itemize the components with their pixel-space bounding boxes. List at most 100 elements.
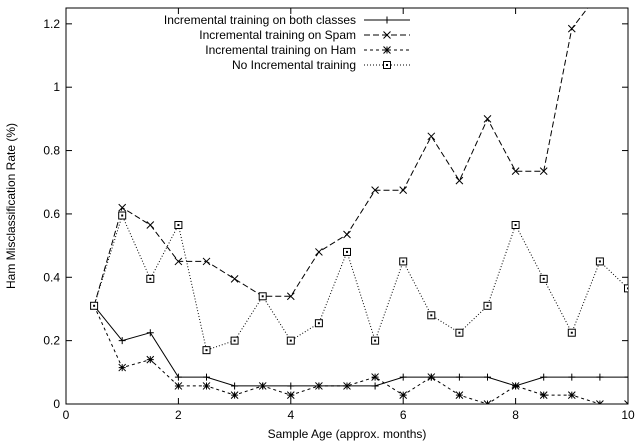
- y-tick-label: 0: [53, 397, 60, 411]
- marker-box: [624, 284, 628, 293]
- data-point: [258, 382, 267, 390]
- series-1: [90, 302, 628, 390]
- legend-label: No Incremental training: [232, 58, 356, 72]
- marker-dot: [346, 250, 348, 253]
- data-point: [596, 373, 604, 381]
- marker-dot: [598, 260, 601, 263]
- data-point: [371, 382, 379, 390]
- marker-dot: [149, 277, 152, 280]
- data-point: [483, 400, 492, 404]
- legend-label: Incremental training on both classes: [164, 13, 356, 27]
- marker-dot: [627, 287, 628, 290]
- data-point: [596, 400, 604, 404]
- marker-dot: [93, 304, 96, 307]
- data-point: [455, 373, 463, 381]
- data-point: [118, 211, 127, 220]
- data-point: [314, 319, 323, 328]
- series-layer: [90, 8, 628, 404]
- data-point: [258, 292, 267, 301]
- marker-dot: [233, 339, 236, 342]
- data-point: [511, 382, 520, 390]
- marker-dot: [177, 224, 180, 227]
- legend-marker: [383, 61, 391, 69]
- series-line: [93, 305, 628, 387]
- data-point: [427, 132, 436, 141]
- marker-dot: [261, 295, 264, 298]
- y-tick-label: 0.8: [43, 144, 60, 158]
- marker-dot: [374, 339, 377, 342]
- data-point: [343, 247, 351, 256]
- series-line: [93, 305, 628, 404]
- series-line: [93, 8, 589, 306]
- y-axis-label: Ham Misclassification Rate (%): [4, 123, 18, 289]
- data-point: [146, 221, 155, 229]
- x-tick-label: 8: [512, 408, 519, 422]
- data-point: [203, 373, 210, 381]
- y-tick-label: 0.2: [43, 334, 60, 348]
- data-point: [118, 363, 127, 372]
- data-point: [315, 382, 323, 390]
- data-point: [427, 373, 436, 381]
- series-2: [90, 8, 589, 310]
- axis-ticks: 0 2 4 6 8 10 0 0.2 0.4 0.6 0.8 1 1.2: [43, 8, 635, 422]
- series-4: [90, 211, 628, 355]
- data-point: [399, 391, 408, 399]
- y-tick-label: 1.2: [43, 17, 60, 31]
- x-tick-label: 0: [63, 408, 70, 422]
- legend: Incremental training on both classesIncr…: [164, 13, 410, 72]
- x-tick-label: 6: [400, 408, 407, 422]
- data-point: [286, 391, 295, 399]
- marker-dot: [402, 260, 405, 263]
- x-tick-label: 4: [287, 408, 294, 422]
- marker-dot: [121, 214, 124, 217]
- series-3: [90, 301, 628, 404]
- x-tick-label: 10: [621, 408, 635, 422]
- data-point: [118, 337, 126, 345]
- data-point: [371, 373, 379, 381]
- data-point: [455, 328, 464, 337]
- data-point: [230, 391, 239, 399]
- data-point: [539, 274, 548, 283]
- data-point: [286, 336, 295, 345]
- y-tick-label: 0.6: [43, 207, 60, 221]
- data-point: [174, 221, 183, 230]
- data-point: [427, 311, 436, 320]
- marker-dot: [205, 349, 208, 352]
- y-tick-label: 0.4: [43, 270, 60, 284]
- data-point: [174, 373, 182, 381]
- data-point: [539, 391, 548, 399]
- series-line: [93, 214, 628, 351]
- legend-label: Incremental training on Ham: [205, 43, 356, 57]
- data-point: [511, 221, 520, 230]
- data-point: [230, 336, 239, 345]
- data-point: [484, 373, 491, 381]
- data-point: [287, 382, 295, 390]
- data-point: [539, 167, 548, 176]
- data-point: [540, 373, 548, 381]
- data-point: [146, 329, 154, 337]
- data-point: [511, 167, 520, 176]
- marker-dot: [289, 339, 292, 342]
- data-point: [90, 301, 99, 310]
- data-point: [118, 203, 127, 212]
- data-point: [174, 257, 183, 266]
- plot-frame: [65, 7, 629, 405]
- data-point: [146, 355, 155, 364]
- data-point: [202, 257, 211, 266]
- data-point: [567, 328, 576, 337]
- marker-dot: [430, 314, 433, 317]
- data-point: [455, 391, 464, 399]
- data-point: [343, 382, 351, 390]
- legend-item: Incremental training on both classes: [164, 13, 410, 27]
- marker-dot: [570, 331, 573, 334]
- data-point: [174, 382, 183, 390]
- data-point: [624, 400, 628, 404]
- marker-dot: [486, 304, 489, 307]
- data-point: [202, 346, 211, 355]
- y-tick-label: 1: [53, 80, 60, 94]
- data-point: [624, 284, 628, 293]
- legend-label: Incremental training on Spam: [199, 28, 356, 42]
- x-axis-label: Sample Age (approx. months): [268, 427, 427, 441]
- data-point: [286, 292, 295, 301]
